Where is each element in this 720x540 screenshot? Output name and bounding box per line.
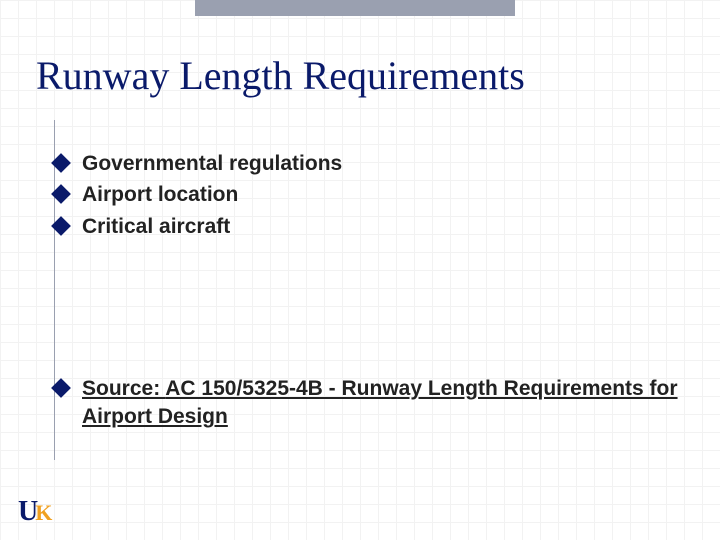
uk-logo: U K	[18, 498, 52, 526]
logo-letter-k: K	[35, 502, 52, 524]
source-row: Source: AC 150/5325-4B - Runway Length R…	[54, 375, 680, 436]
diamond-bullet-icon	[51, 216, 71, 236]
list-item-text: Governmental regulations	[82, 150, 342, 177]
diamond-bullet-icon	[51, 378, 71, 398]
list-item-text: Airport location	[82, 181, 238, 208]
bullet-list: Governmental regulations Airport locatio…	[54, 150, 680, 244]
diamond-bullet-icon	[51, 153, 71, 173]
list-item: Source: AC 150/5325-4B - Runway Length R…	[54, 375, 680, 432]
list-item: Governmental regulations	[54, 150, 680, 177]
source-prefix: Source:	[82, 377, 165, 400]
list-item: Critical aircraft	[54, 213, 680, 240]
source-text: Source: AC 150/5325-4B - Runway Length R…	[82, 375, 680, 432]
list-item-text: Critical aircraft	[82, 213, 230, 240]
source-link[interactable]: AC 150/5325-4B - Runway Length Requireme…	[82, 377, 678, 428]
top-accent-bar	[195, 0, 515, 16]
list-item: Airport location	[54, 181, 680, 208]
slide-title: Runway Length Requirements	[36, 52, 525, 99]
diamond-bullet-icon	[51, 184, 71, 204]
